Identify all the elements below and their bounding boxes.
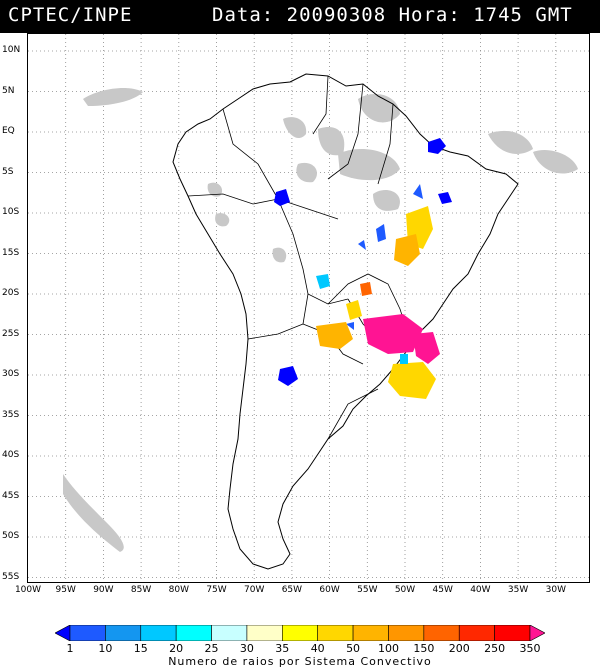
latitude-label: 10S: [2, 207, 20, 217]
legend-value: 200: [448, 642, 470, 655]
latitude-label: 5N: [2, 85, 15, 96]
legend-value: 100: [377, 642, 399, 655]
legend-value: 35: [275, 642, 290, 655]
longitude-label: 30W: [545, 585, 566, 595]
map-canvas: [28, 34, 589, 582]
longitude-label: 70W: [244, 585, 265, 595]
latitude-label: 45S: [2, 490, 20, 501]
legend-value: 40: [310, 642, 325, 655]
latitude-label: 35S: [2, 409, 20, 420]
longitude-label: 35W: [507, 585, 529, 595]
legend-caption: Numero de raios por Sistema Convectivo: [168, 655, 432, 668]
longitude-label: 95W: [55, 585, 76, 595]
convective-systems: [274, 138, 452, 399]
legend-swatch: [388, 625, 425, 641]
longitude-label: 90W: [93, 585, 114, 595]
legend-swatch: [140, 625, 177, 641]
latitude-label: 10N: [2, 45, 21, 55]
longitude-label: 55W: [357, 585, 378, 595]
longitude-label: 50W: [394, 585, 416, 595]
longitude-label: 80W: [168, 585, 189, 595]
lat-lon-grid: [28, 34, 589, 582]
legend-value: 250: [484, 642, 506, 655]
legend-swatch: [211, 625, 248, 641]
legend-value: 350: [519, 642, 541, 655]
legend-value: 15: [133, 642, 148, 655]
legend-colorbar: [55, 625, 545, 641]
legend-value: 150: [413, 642, 435, 655]
legend-swatch: [529, 625, 545, 641]
legend-value: 30: [239, 642, 254, 655]
legend-value: 50: [346, 642, 361, 655]
legend-swatch: [55, 625, 71, 641]
legend-swatch: [494, 625, 531, 641]
latitude-label: 50S: [2, 531, 20, 541]
legend-value: 1: [66, 642, 74, 655]
latitude-label: 15S: [2, 247, 20, 258]
longitude-label: 75W: [206, 585, 227, 595]
legend-value: 10: [98, 642, 113, 655]
latitude-label: 5S: [2, 166, 14, 177]
latitude-label: EQ: [2, 126, 15, 136]
legend-swatch: [175, 625, 212, 641]
country-borders: [187, 75, 409, 440]
latitude-label: 55S: [2, 571, 20, 582]
latitude-label: 30S: [2, 369, 20, 379]
legend-value: 20: [169, 642, 184, 655]
legend-value: 25: [204, 642, 219, 655]
legend-swatch: [69, 625, 106, 641]
legend-swatch: [246, 625, 283, 641]
continent-outline: [172, 73, 519, 570]
longitude-label: 65W: [281, 585, 303, 595]
longitude-label: 45W: [432, 585, 453, 595]
longitude-label: 85W: [130, 585, 152, 595]
title-bar: CPTEC/INPE Data: 20090308 Hora: 1745 GMT: [0, 0, 600, 33]
legend-swatch: [317, 625, 354, 641]
source-label: CPTEC/INPE: [8, 4, 133, 26]
legend-swatch: [458, 625, 495, 641]
longitude-label: 40W: [470, 585, 491, 595]
legend-swatch: [352, 625, 389, 641]
datetime-label: Data: 20090308 Hora: 1745 GMT: [212, 4, 573, 26]
legend-swatch: [105, 625, 142, 641]
map-panel: [27, 33, 590, 583]
latitude-label: 20S: [2, 288, 20, 298]
latitude-label: 40S: [2, 450, 20, 460]
legend-swatch: [423, 625, 460, 641]
longitude-label: 100W: [14, 585, 42, 595]
legend-swatch: [282, 625, 318, 641]
cloud-cover: [63, 88, 578, 552]
latitude-label: 25S: [2, 328, 20, 339]
longitude-label: 60W: [319, 585, 340, 595]
